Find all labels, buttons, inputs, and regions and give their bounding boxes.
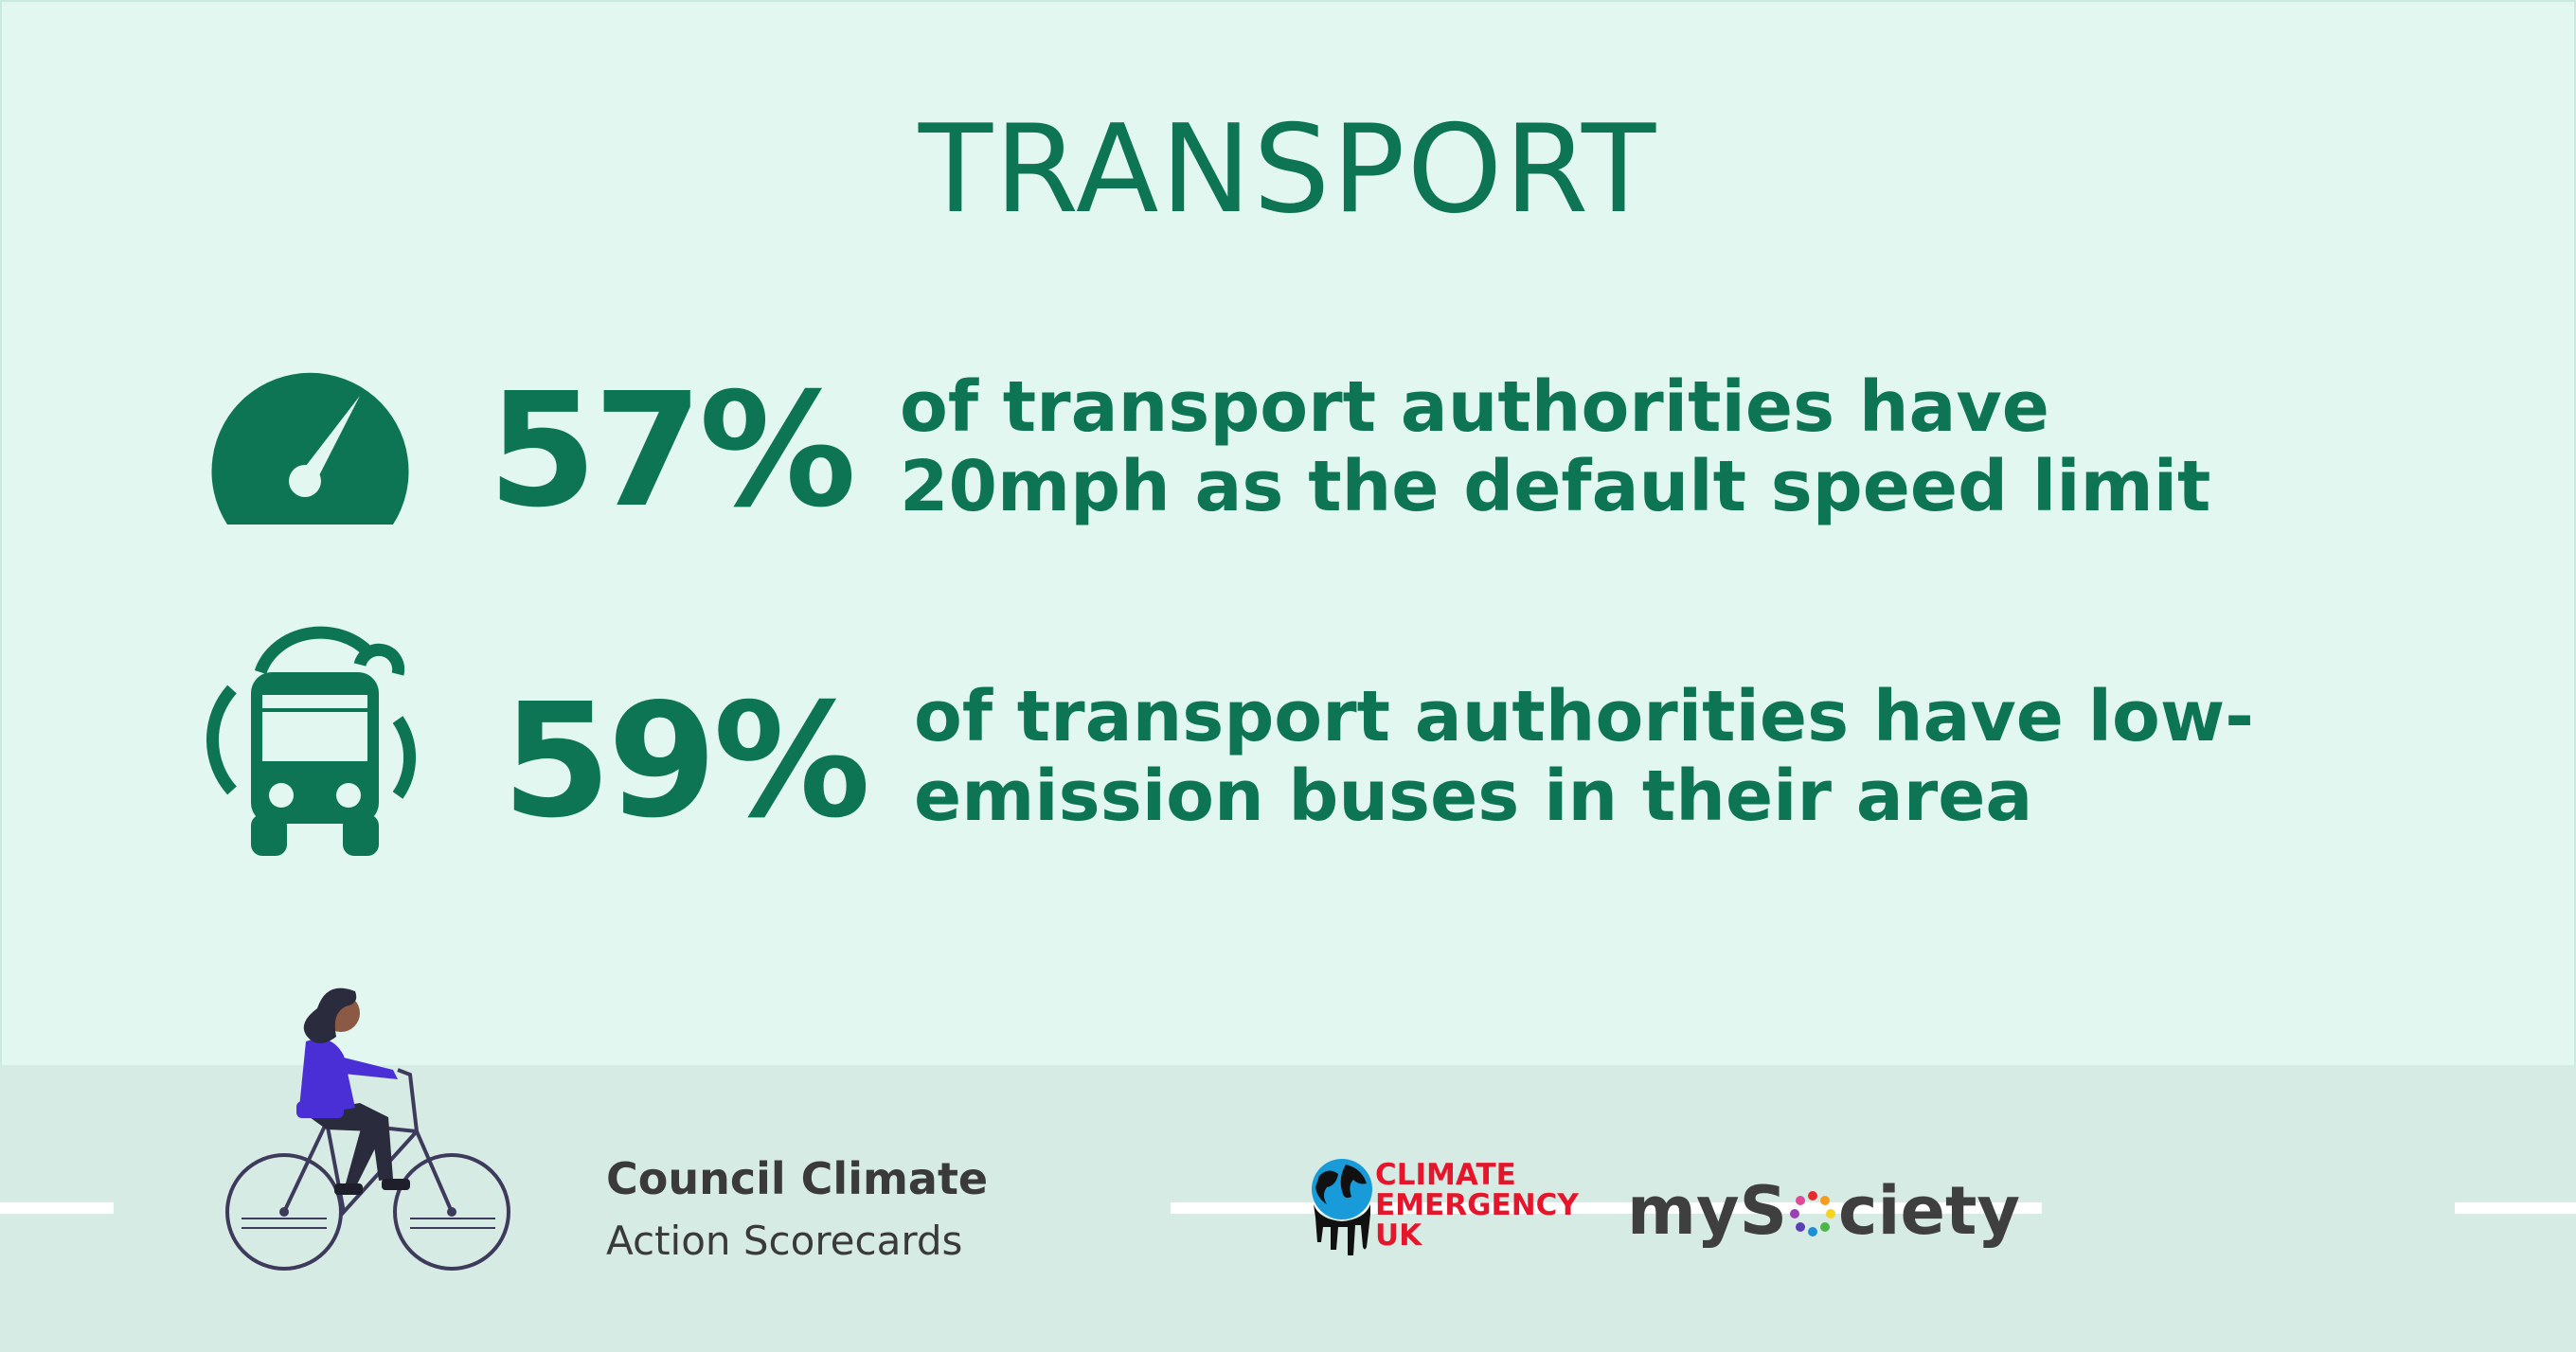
- stat-description-line: 20mph as the default speed limit: [900, 446, 2211, 527]
- logo-text: myS: [1627, 1172, 1787, 1250]
- road-dash: [2455, 1202, 2576, 1214]
- speedometer-icon: [211, 372, 409, 525]
- stat-description-line: of transport authorities have: [900, 366, 2049, 448]
- logo-text: ciety: [1837, 1172, 2021, 1250]
- logo-line: UK: [1375, 1219, 1422, 1253]
- cyclist-illustration: [225, 987, 510, 1271]
- globe-icon: [1312, 1159, 1372, 1255]
- stat-description-line: of transport authorities have low-: [914, 676, 2254, 757]
- mysociety-dots-icon: [1789, 1176, 1836, 1236]
- page-title: TRANSPORT: [918, 99, 1658, 240]
- council-climate-brand: Council Climate Action Scorecards: [606, 1153, 988, 1264]
- road-dash: [1171, 1202, 2042, 1214]
- logo-line: EMERGENCY: [1375, 1188, 1579, 1222]
- stat-description-speed: of transport authorities have 20mph as t…: [900, 367, 2210, 526]
- stat-description-line: emission buses in their area: [914, 756, 2033, 837]
- stat-description-buses: of transport authorities have low- emiss…: [914, 677, 2254, 836]
- brand-line: Action Scorecards: [606, 1218, 963, 1264]
- climate-emergency-uk-logo: CLIMATE EMERGENCY UK: [1375, 1160, 1579, 1251]
- brand-line: Council Climate: [606, 1153, 989, 1204]
- stat-percent-buses: 59%: [502, 670, 870, 853]
- logo-line: CLIMATE: [1375, 1158, 1516, 1192]
- road-dash: [0, 1202, 114, 1214]
- stat-percent-speed: 57%: [488, 360, 856, 543]
- mysociety-logo: myS ciety: [1627, 1172, 2020, 1250]
- bus-icon: [206, 626, 416, 856]
